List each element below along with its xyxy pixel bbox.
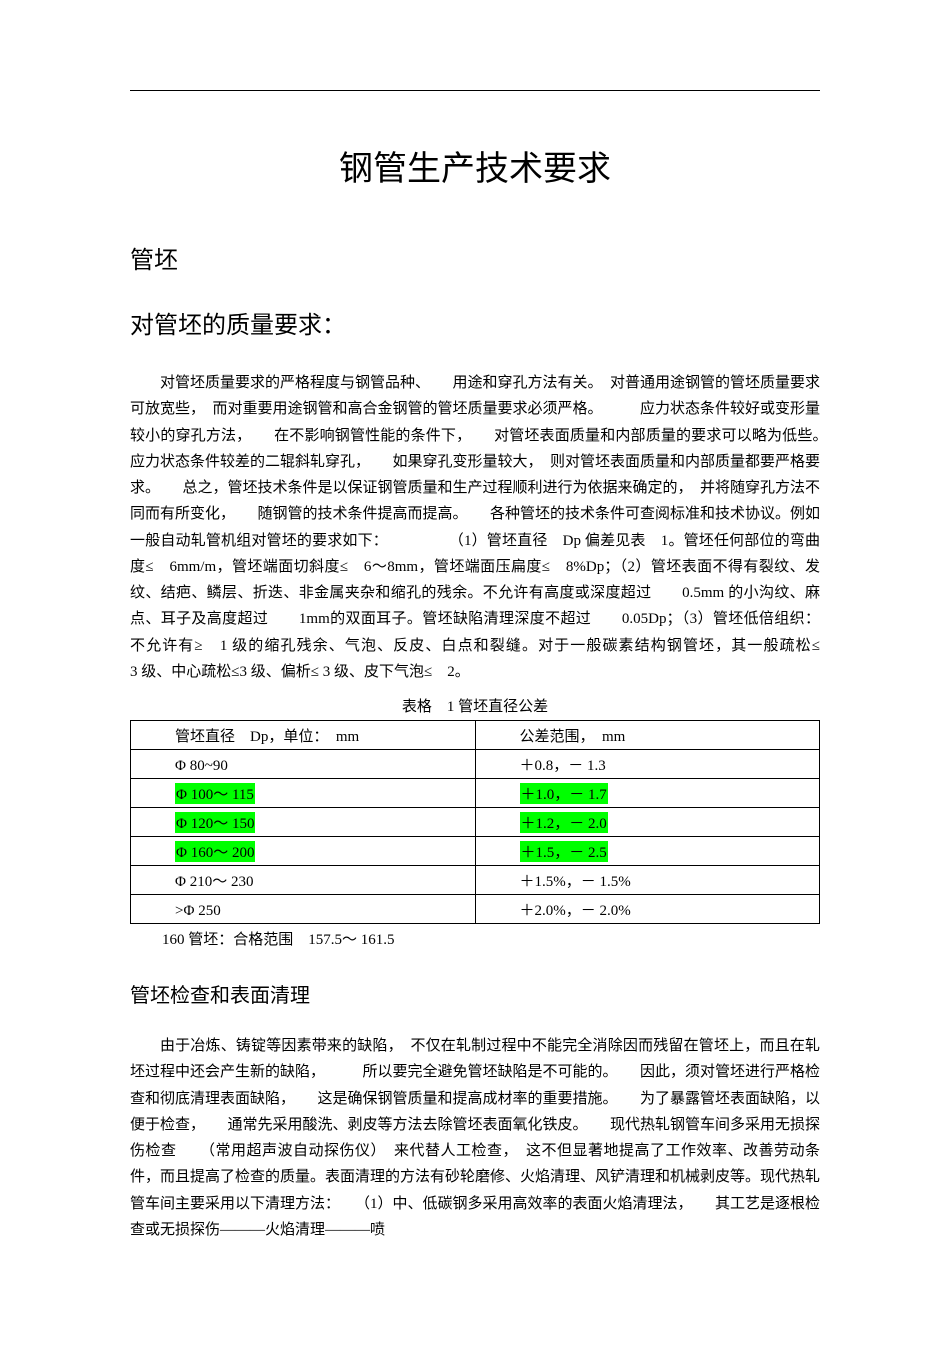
- page-title: 钢管生产技术要求: [130, 141, 820, 190]
- table-caption: 表格 1 管坯直径公差: [130, 695, 820, 716]
- section-sub1-heading: 对管坯的质量要求：: [130, 305, 820, 340]
- table-cell-right: ＋0.8，－ 1.3: [475, 750, 820, 779]
- table-row: Φ 160～ 200 ＋1.5，－ 2.5: [131, 837, 820, 866]
- tolerance-table: 管坯直径 Dp，单位： mm 公差范围， mm Φ 80~90 ＋0.8，－ 1…: [130, 720, 820, 924]
- table-cell-right: ＋1.2，－ 2.0: [475, 808, 820, 837]
- table-cell-left: >Φ 250: [131, 895, 476, 924]
- table-cell-right: ＋2.0%，－ 2.0%: [475, 895, 820, 924]
- table-header-row: 管坯直径 Dp，单位： mm 公差范围， mm: [131, 721, 820, 750]
- section-sub2-heading: 管坯检查和表面清理: [130, 979, 820, 1008]
- table-row: Φ 100～ 115 ＋1.0，－ 1.7: [131, 779, 820, 808]
- table-note: 160 管坯：合格范围 157.5～ 161.5: [162, 928, 820, 949]
- top-rule: [130, 90, 820, 91]
- table-cell-left: Φ 160～ 200: [131, 837, 476, 866]
- table-header-left: 管坯直径 Dp，单位： mm: [131, 721, 476, 750]
- table-cell-left: Φ 120～ 150: [131, 808, 476, 837]
- table-header-right: 公差范围， mm: [475, 721, 820, 750]
- table-row: Φ 210～ 230 ＋1.5%，－ 1.5%: [131, 866, 820, 895]
- table-row: >Φ 250 ＋2.0%，－ 2.0%: [131, 895, 820, 924]
- table-cell-right: ＋1.5，－ 2.5: [475, 837, 820, 866]
- table-row: Φ 120～ 150 ＋1.2，－ 2.0: [131, 808, 820, 837]
- table-cell-left: Φ 100～ 115: [131, 779, 476, 808]
- section-heading-1: 管坯: [130, 240, 820, 275]
- table-cell-left: Φ 80~90: [131, 750, 476, 779]
- table-row: Φ 80~90 ＋0.8，－ 1.3: [131, 750, 820, 779]
- table-cell-right: ＋1.5%，－ 1.5%: [475, 866, 820, 895]
- section-sub2-paragraph: 由于冶炼、铸锭等因素带来的缺陷， 不仅在轧制过程中不能完全消除因而残留在管坯上，…: [130, 1033, 820, 1243]
- table-cell-left: Φ 210～ 230: [131, 866, 476, 895]
- table-cell-right: ＋1.0，－ 1.7: [475, 779, 820, 808]
- section-sub1-paragraph: 对管坯质量要求的严格程度与钢管品种、 用途和穿孔方法有关。 对普通用途钢管的管坯…: [130, 370, 820, 685]
